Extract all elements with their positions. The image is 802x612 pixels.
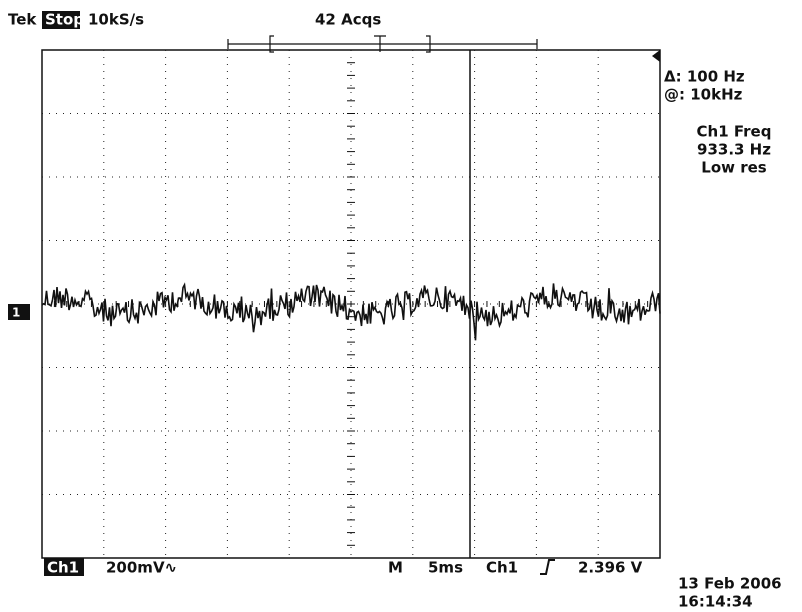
acquisitions: 42 Acqs [315,11,381,29]
acq-state: Stop [45,11,84,29]
acq-mode: Low res [701,159,767,177]
channel-marker: 1 [12,306,20,320]
measurement-label: Ch1 Freq [697,123,772,141]
trigger-source: Ch1 [486,559,518,577]
date: 13 Feb 2006 [678,575,782,593]
sample-rate: 10kS/s [88,11,144,29]
measurement-value: 933.3 Hz [697,141,771,159]
channel: Ch1 [47,559,79,577]
at-readout: @: 10kHz [664,86,743,104]
page: Tek Stop 10kS/s 42 Acqs 1 Δ: 100 Hz @: 1… [0,0,802,612]
delta-readout: Δ: 100 Hz [664,68,745,86]
trigger-level: 2.396 V [578,559,643,577]
timebase-label: M [388,559,403,577]
brand: Tek [8,11,37,29]
vertical-scale: 200mV∿ [106,559,177,577]
oscilloscope-screen: Tek Stop 10kS/s 42 Acqs 1 Δ: 100 Hz @: 1… [0,0,802,612]
time: 16:14:34 [678,593,753,611]
timebase: 5ms [428,559,463,577]
